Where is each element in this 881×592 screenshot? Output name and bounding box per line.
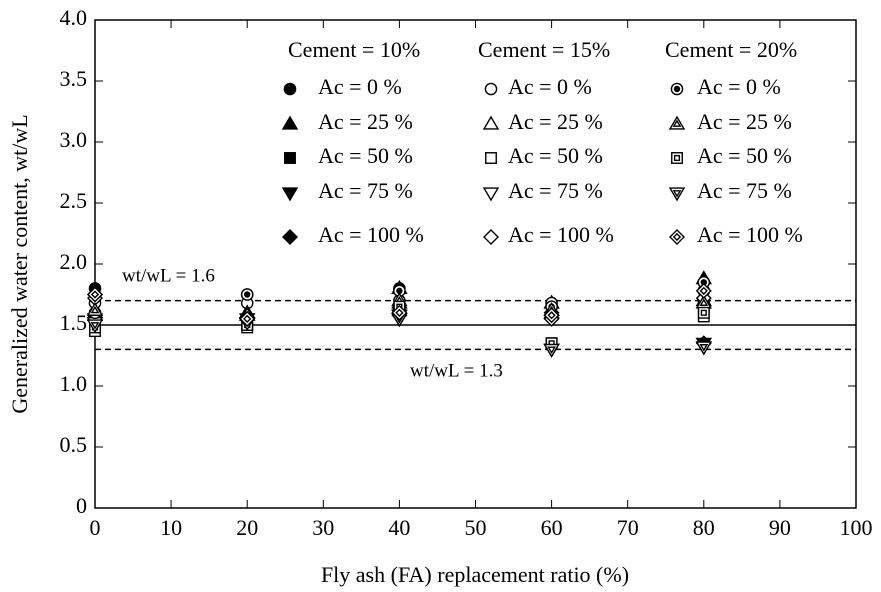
y-tick-label: 2.5 bbox=[60, 188, 88, 213]
legend-label: Ac = 25 % bbox=[697, 109, 792, 134]
legend-marker bbox=[283, 82, 297, 96]
data-point bbox=[87, 286, 103, 303]
y-tick-label: 1.5 bbox=[60, 310, 88, 335]
legend-label: Ac = 75 % bbox=[318, 178, 413, 203]
x-axis-label: Fly ash (FA) replacement ratio (%) bbox=[321, 562, 629, 587]
marker-shape bbox=[243, 291, 251, 298]
legend-label: Ac = 25 % bbox=[318, 109, 413, 134]
legend-marker bbox=[670, 82, 684, 96]
y-tick-label: 3.5 bbox=[60, 66, 88, 91]
marker-shape bbox=[90, 290, 100, 299]
data-point bbox=[543, 343, 560, 358]
y-tick-label: 1.0 bbox=[60, 371, 88, 396]
data-point bbox=[695, 341, 713, 356]
legend-label: Ac = 0 % bbox=[508, 74, 592, 99]
x-tick-label: 10 bbox=[160, 515, 182, 540]
legend-marker bbox=[281, 115, 299, 130]
data-point bbox=[240, 288, 254, 301]
legend-label: Ac = 25 % bbox=[508, 109, 603, 134]
y-tick-label: 2.0 bbox=[60, 249, 88, 274]
data-point bbox=[391, 304, 408, 321]
annotation: wt/wL = 1.6 bbox=[122, 265, 215, 286]
legend-label: Ac = 0 % bbox=[318, 74, 402, 99]
marker-shape bbox=[482, 187, 500, 202]
legend-marker bbox=[483, 229, 499, 245]
x-tick-label: 40 bbox=[388, 515, 410, 540]
marker-shape bbox=[672, 119, 682, 127]
marker-shape bbox=[281, 187, 299, 202]
legend-marker bbox=[669, 229, 685, 245]
x-tick-label: 70 bbox=[617, 515, 639, 540]
marker-shape bbox=[699, 298, 709, 306]
y-tick-label: 0.5 bbox=[60, 432, 88, 457]
legend-marker bbox=[282, 229, 298, 245]
x-tick-label: 20 bbox=[236, 515, 258, 540]
y-tick-label: 0 bbox=[76, 493, 87, 518]
legend-label: Ac = 100 % bbox=[697, 222, 803, 247]
legend-group-title: Cement = 15% bbox=[478, 37, 610, 62]
legend-label: Ac = 75 % bbox=[697, 178, 792, 203]
legend-label: Ac = 100 % bbox=[508, 222, 614, 247]
marker-shape bbox=[547, 346, 556, 354]
legend-marker bbox=[671, 152, 683, 164]
marker-shape bbox=[483, 229, 499, 245]
marker-shape bbox=[673, 85, 681, 93]
legend-label: Ac = 100 % bbox=[318, 222, 424, 247]
marker-shape bbox=[283, 82, 297, 96]
marker-shape bbox=[484, 82, 498, 96]
legend-group-title: Cement = 20% bbox=[665, 37, 797, 62]
marker-shape bbox=[672, 232, 682, 242]
data-point bbox=[695, 282, 712, 299]
data-point bbox=[86, 319, 104, 334]
data-point bbox=[239, 310, 256, 327]
marker-shape bbox=[700, 309, 707, 316]
marker-shape bbox=[699, 286, 708, 295]
marker-shape bbox=[547, 311, 556, 320]
x-tick-label: 50 bbox=[465, 515, 487, 540]
legend-marker bbox=[281, 187, 299, 202]
data-point bbox=[697, 275, 711, 289]
legend-marker bbox=[485, 152, 497, 164]
marker-shape bbox=[281, 115, 299, 130]
x-tick-label: 90 bbox=[769, 515, 791, 540]
x-tick-label: 80 bbox=[693, 515, 715, 540]
x-tick-label: 60 bbox=[541, 515, 563, 540]
legend-marker bbox=[284, 152, 296, 164]
y-tick-label: 4.0 bbox=[60, 5, 88, 30]
marker-shape bbox=[90, 305, 100, 314]
marker-shape bbox=[284, 152, 296, 164]
data-point bbox=[543, 307, 560, 324]
marker-shape bbox=[90, 322, 100, 330]
legend-label: Ac = 50 % bbox=[508, 143, 603, 168]
marker-shape bbox=[672, 190, 682, 198]
y-axis-label: Generalized water content, wt/wL bbox=[7, 114, 32, 413]
legend-label: Ac = 75 % bbox=[508, 178, 603, 203]
annotation: wt/wL = 1.3 bbox=[410, 360, 503, 381]
x-tick-label: 30 bbox=[312, 515, 334, 540]
data-point bbox=[697, 306, 710, 319]
marker-shape bbox=[282, 229, 298, 245]
legend-group-title: Cement = 10% bbox=[288, 37, 420, 62]
x-tick-label: 100 bbox=[840, 515, 873, 540]
legend-marker bbox=[668, 115, 686, 130]
y-tick-label: 3.0 bbox=[60, 127, 88, 152]
legend-marker bbox=[482, 115, 500, 130]
legend-label: Ac = 0 % bbox=[697, 74, 781, 99]
legend-label: Ac = 50 % bbox=[318, 143, 413, 168]
legend-marker bbox=[668, 187, 686, 202]
marker-shape bbox=[485, 152, 497, 164]
legend-marker bbox=[482, 187, 500, 202]
x-tick-label: 0 bbox=[90, 515, 101, 540]
marker-shape bbox=[482, 115, 500, 130]
legend-label: Ac = 50 % bbox=[697, 143, 792, 168]
legend-marker bbox=[484, 82, 498, 96]
data-point bbox=[86, 301, 104, 316]
marker-shape bbox=[395, 308, 404, 317]
marker-shape bbox=[673, 154, 681, 162]
marker-shape bbox=[243, 314, 252, 324]
marker-shape bbox=[699, 344, 709, 352]
